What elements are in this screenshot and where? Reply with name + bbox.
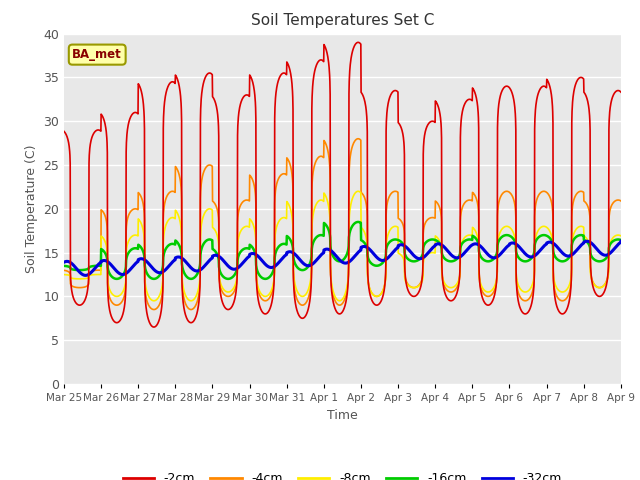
Legend: -2cm, -4cm, -8cm, -16cm, -32cm: -2cm, -4cm, -8cm, -16cm, -32cm [118,467,567,480]
X-axis label: Time: Time [327,408,358,421]
Text: BA_met: BA_met [72,48,122,61]
Title: Soil Temperatures Set C: Soil Temperatures Set C [251,13,434,28]
Y-axis label: Soil Temperature (C): Soil Temperature (C) [25,144,38,273]
